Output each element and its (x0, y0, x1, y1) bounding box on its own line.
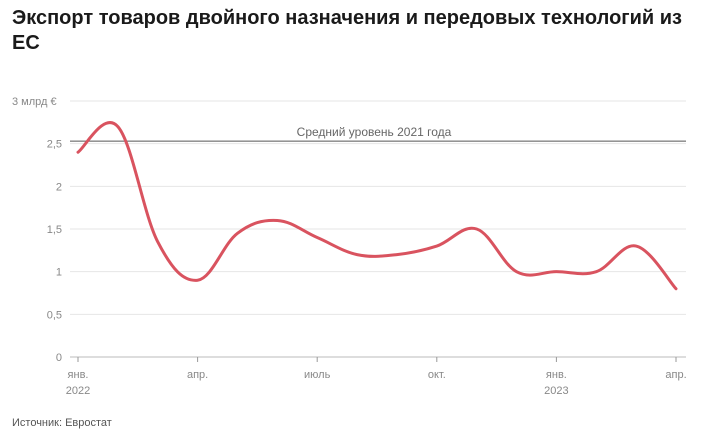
reference-line-label: Средний уровень 2021 года (297, 125, 452, 139)
y-tick-label: 0,5 (47, 309, 62, 321)
x-tick-year-label: 2023 (544, 385, 568, 397)
y-tick-label: 1,5 (47, 224, 62, 236)
y-tick-label: 0 (56, 352, 62, 364)
chart-title: Экспорт товаров двойного назначения и пе… (12, 7, 682, 54)
reference-line-group: Средний уровень 2021 года (70, 125, 686, 142)
x-tick-label: апр. (665, 369, 686, 381)
series-group (76, 121, 678, 291)
x-tick-year-label: 2022 (66, 385, 90, 397)
x-tick-label: янв. (68, 369, 89, 381)
x-axis-ticks: янв. 2022 апр. июль окт. янв. 2023 апр. (66, 357, 687, 397)
y-tick-label: 2 (56, 181, 62, 193)
y-axis-ticks: 0 0,5 1 1,5 2 2,5 3 млрд € (12, 96, 62, 364)
grid-lines (70, 100, 686, 358)
y-tick-label: 2,5 (47, 139, 62, 151)
y-unit-label: 3 млрд € (12, 96, 57, 108)
x-tick-label: апр. (187, 369, 208, 381)
series-line (76, 121, 678, 291)
x-tick-label: янв. (546, 369, 567, 381)
source-note: Источник: Евростат (12, 417, 112, 429)
x-tick-label: июль (304, 369, 331, 381)
x-tick-label: окт. (428, 369, 446, 381)
y-tick-label: 1 (56, 267, 62, 279)
